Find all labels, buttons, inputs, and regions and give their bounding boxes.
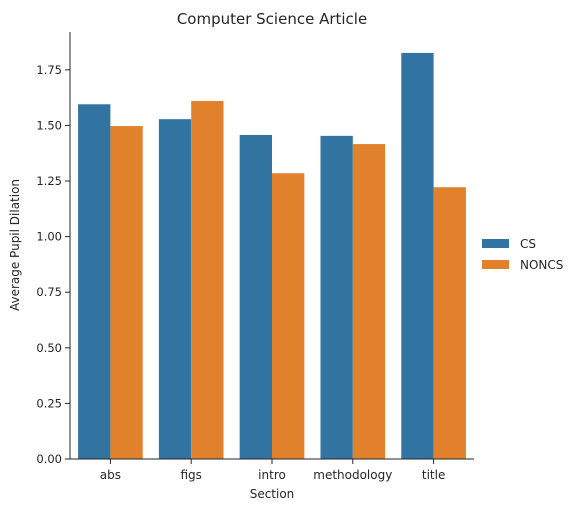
bars-group [78, 52, 466, 460]
legend-swatch-cs [482, 239, 509, 248]
bar-noncs-abs [110, 126, 143, 459]
bar-cs-abs [78, 104, 111, 459]
bar-cs-intro [239, 134, 272, 459]
x-axis: abs figs intro methodology title [100, 459, 445, 482]
y-axis: 0.00 0.25 0.50 0.75 1.00 1.25 1.50 1.75 [36, 63, 70, 466]
bar-noncs-figs [191, 100, 224, 459]
legend: CS NONCS [482, 237, 563, 272]
legend-label-cs: CS [520, 237, 536, 251]
y-tick-label: 1.00 [36, 230, 62, 244]
y-tick-label: 0.50 [36, 341, 62, 355]
y-tick-label: 1.75 [36, 63, 62, 77]
y-tick-label: 1.50 [36, 118, 62, 132]
x-axis-label: Section [250, 487, 295, 501]
bar-cs-title [401, 52, 434, 459]
chart-title: Computer Science Article [177, 10, 367, 28]
x-tick-label: methodology [313, 468, 392, 482]
bar-noncs-intro [272, 173, 305, 459]
legend-label-noncs: NONCS [520, 258, 563, 272]
y-tick-label: 0.00 [36, 452, 62, 466]
legend-swatch-noncs [482, 260, 509, 269]
bar-cs-methodology [320, 135, 353, 460]
y-tick-label: 1.25 [36, 174, 62, 188]
bar-cs-figs [158, 119, 192, 460]
y-tick-label: 0.75 [36, 285, 62, 299]
y-tick-label: 0.25 [36, 396, 62, 410]
x-tick-label: title [422, 468, 445, 482]
y-axis-label: Average Pupil Dilation [8, 179, 22, 311]
bar-noncs-title [433, 187, 466, 460]
bar-noncs-methodology [352, 144, 386, 459]
x-tick-label: figs [180, 468, 201, 482]
x-tick-label: abs [100, 468, 121, 482]
x-tick-label: intro [258, 468, 286, 482]
